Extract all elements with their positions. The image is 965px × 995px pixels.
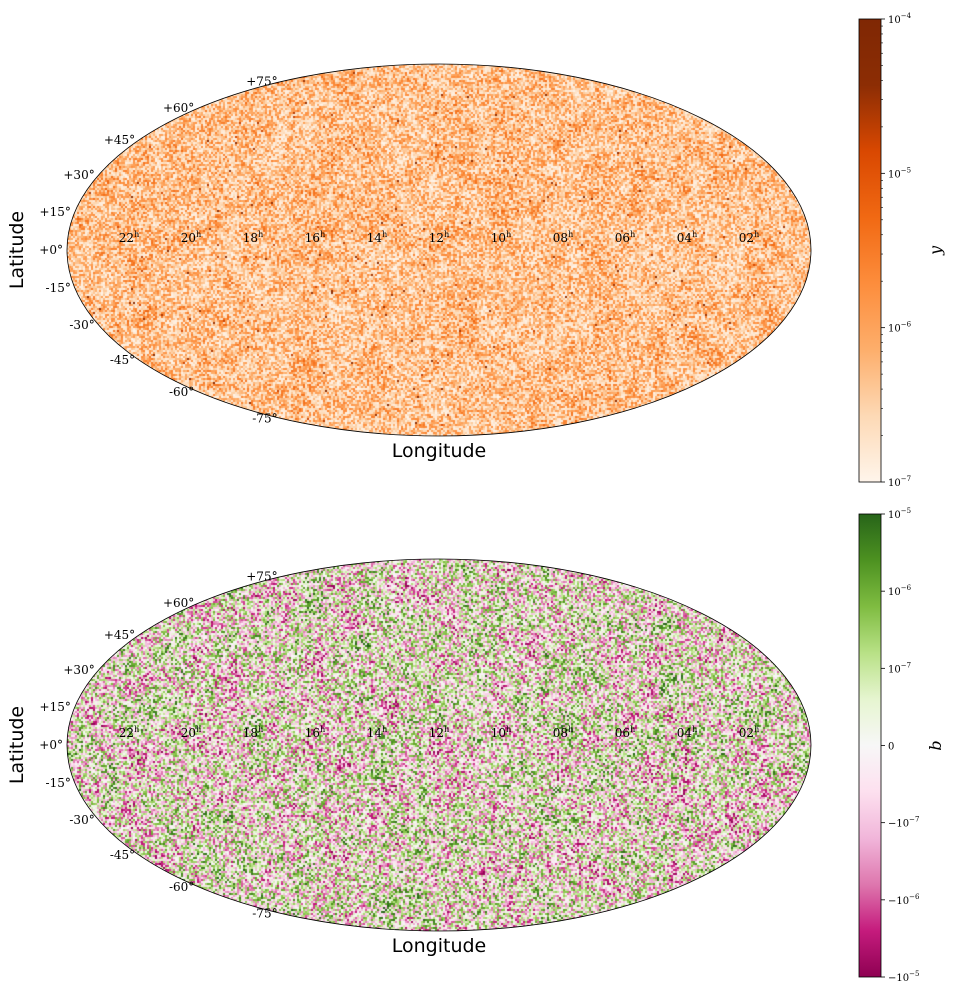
colorbar-tick-label: 10−6 <box>888 321 912 335</box>
lat-tick-label: +0° <box>39 738 63 752</box>
map-boundary <box>66 558 812 932</box>
lat-tick-label: +0° <box>39 243 63 257</box>
lat-tick-label: +45° <box>104 133 135 147</box>
colorbar-tick-label: 10−7 <box>888 661 911 675</box>
lat-tick-label: -60° <box>169 880 194 894</box>
colorbar-label: y <box>926 245 945 256</box>
colorbar-tick-label: −10−7 <box>888 816 919 830</box>
map-boundary <box>66 63 812 437</box>
colorbar-tick-label: 10−4 <box>888 12 912 26</box>
x-axis-label: Longitude <box>392 440 487 462</box>
y-axis-label: Latitude <box>6 211 28 289</box>
lat-tick-label: +60° <box>163 101 194 115</box>
colorbar-label: b <box>926 740 945 750</box>
y-axis-label: Latitude <box>6 706 28 784</box>
lat-tick-label: +15° <box>40 700 71 714</box>
colorbar: 10−5 10−6 10−7 0 −10−7 −10−6 −10−5 b <box>858 507 945 984</box>
lat-tick-label: -45° <box>110 848 135 862</box>
lat-tick-label: +75° <box>246 569 277 583</box>
lat-tick-label: -75° <box>252 412 277 426</box>
lat-tick-label: +75° <box>246 74 277 88</box>
colorbar: 10−4 10−5 10−6 10−7 y <box>858 12 945 489</box>
colorbar-scale <box>858 18 882 483</box>
sky-map-image <box>67 559 811 931</box>
lat-tick-label: +45° <box>104 628 135 642</box>
colorbar-tick-label: 10−6 <box>888 584 912 598</box>
x-axis-label: Longitude <box>392 935 487 957</box>
lat-tick-label: +15° <box>40 205 71 219</box>
colorbar-tick-label: 10−5 <box>888 507 911 521</box>
lat-tick-label: -45° <box>110 353 135 367</box>
colorbar-tick-label: 10−5 <box>888 166 911 180</box>
lat-tick-label: -30° <box>69 813 94 827</box>
colorbar-tick-label: −10−5 <box>888 970 919 984</box>
colorbar-tick-label: 0 <box>888 742 894 753</box>
lat-tick-label: -75° <box>252 907 277 921</box>
lat-tick-label: -60° <box>169 385 194 399</box>
lat-tick-label: +30° <box>63 168 94 182</box>
sky-map-panel-1: +75° +60° +45° +30° +15° +0° -15° -30° -45° -60° -… <box>6 12 945 489</box>
colorbar-tick-label: 10−7 <box>888 475 911 489</box>
sky-map-panel-2: +75° +60° +45° +30° +15° +0° -15° -30° -45° -60° -… <box>6 507 945 984</box>
lat-tick-label: -15° <box>46 776 71 790</box>
sky-map-image <box>67 64 811 436</box>
colorbar-tick-label: −10−6 <box>888 893 920 907</box>
lat-tick-label: +30° <box>63 663 94 677</box>
colorbar-scale <box>858 513 882 978</box>
lat-tick-label: -30° <box>69 318 94 332</box>
lat-tick-label: +60° <box>163 596 194 610</box>
lat-tick-label: -15° <box>46 281 71 295</box>
